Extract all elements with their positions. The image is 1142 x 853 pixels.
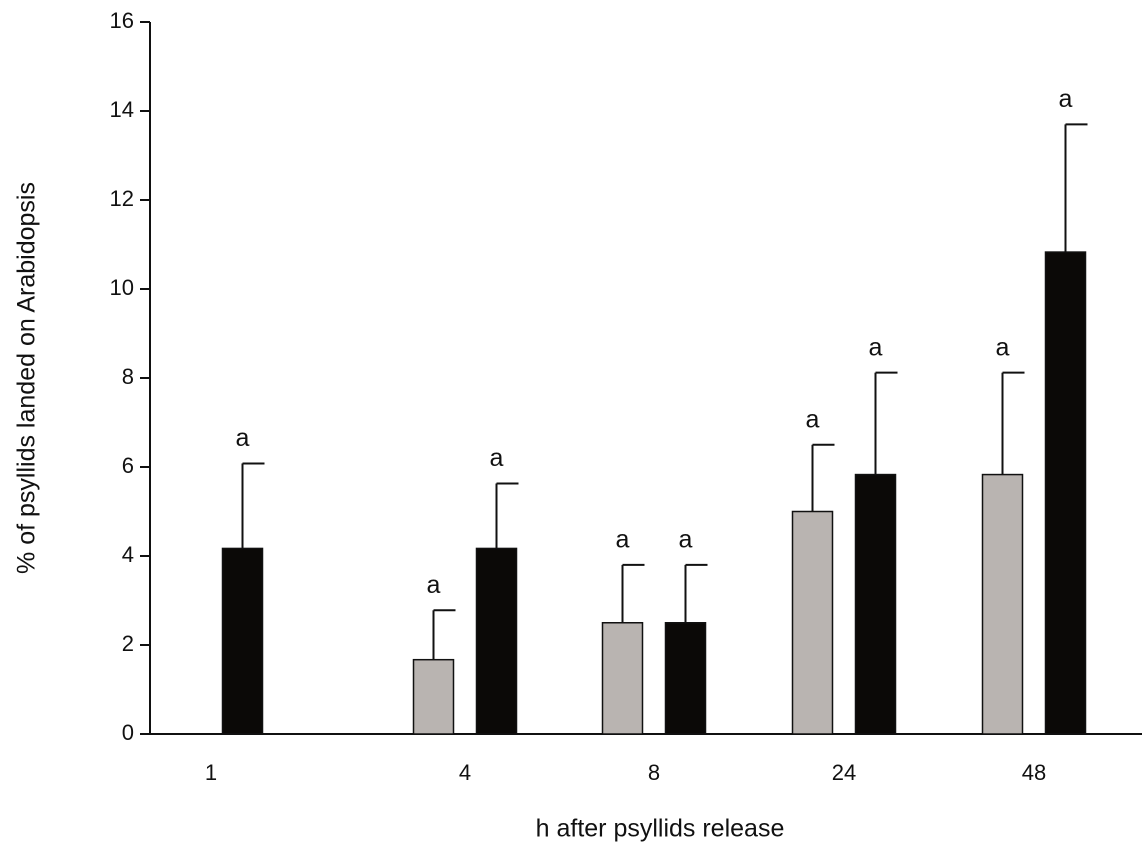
bar [475, 547, 518, 735]
bar [791, 510, 834, 735]
error-bar [1064, 123, 1088, 253]
bar [854, 473, 897, 735]
bar [601, 622, 644, 735]
error-bar [874, 371, 898, 475]
x-axis-label: h after psyllids release [536, 815, 785, 843]
significance-letter: a [427, 571, 441, 599]
x-tick-label: 1 [205, 760, 217, 785]
significance-letter: a [679, 526, 693, 554]
x-tick-label: 4 [459, 760, 471, 785]
y-tick-label: 12 [110, 186, 134, 211]
y-axis-label: % of psyllids landed on Arabidopsis [13, 182, 41, 574]
y-tick-label: 0 [122, 720, 134, 745]
error-bar [495, 482, 519, 549]
bar [221, 547, 264, 735]
x-tick-label: 24 [832, 760, 856, 785]
y-tick-label: 2 [122, 631, 134, 656]
error-bar [621, 563, 645, 623]
bar [412, 658, 455, 735]
significance-letter: a [490, 444, 504, 472]
significance-letter: a [806, 405, 820, 433]
y-tick-label: 10 [110, 275, 134, 300]
error-bar [684, 563, 708, 623]
bar [981, 473, 1024, 735]
y-tick-label: 6 [122, 453, 134, 478]
x-tick-label: 48 [1022, 760, 1046, 785]
significance-letter: a [996, 333, 1010, 361]
y-tick-label: 14 [110, 97, 134, 122]
significance-letter: a [236, 424, 250, 452]
y-tick-label: 8 [122, 364, 134, 389]
x-tick-label: 8 [648, 760, 660, 785]
y-tick-label: 4 [122, 542, 134, 567]
bar [664, 622, 707, 735]
y-tick-label: 16 [110, 8, 134, 33]
significance-letter: a [616, 526, 630, 554]
error-bar [811, 443, 835, 512]
significance-letter: a [869, 333, 883, 361]
error-bar [1001, 371, 1025, 475]
bar [1044, 251, 1087, 735]
error-bar [432, 609, 456, 660]
significance-letter: a [1059, 85, 1073, 113]
error-bar [241, 462, 265, 549]
